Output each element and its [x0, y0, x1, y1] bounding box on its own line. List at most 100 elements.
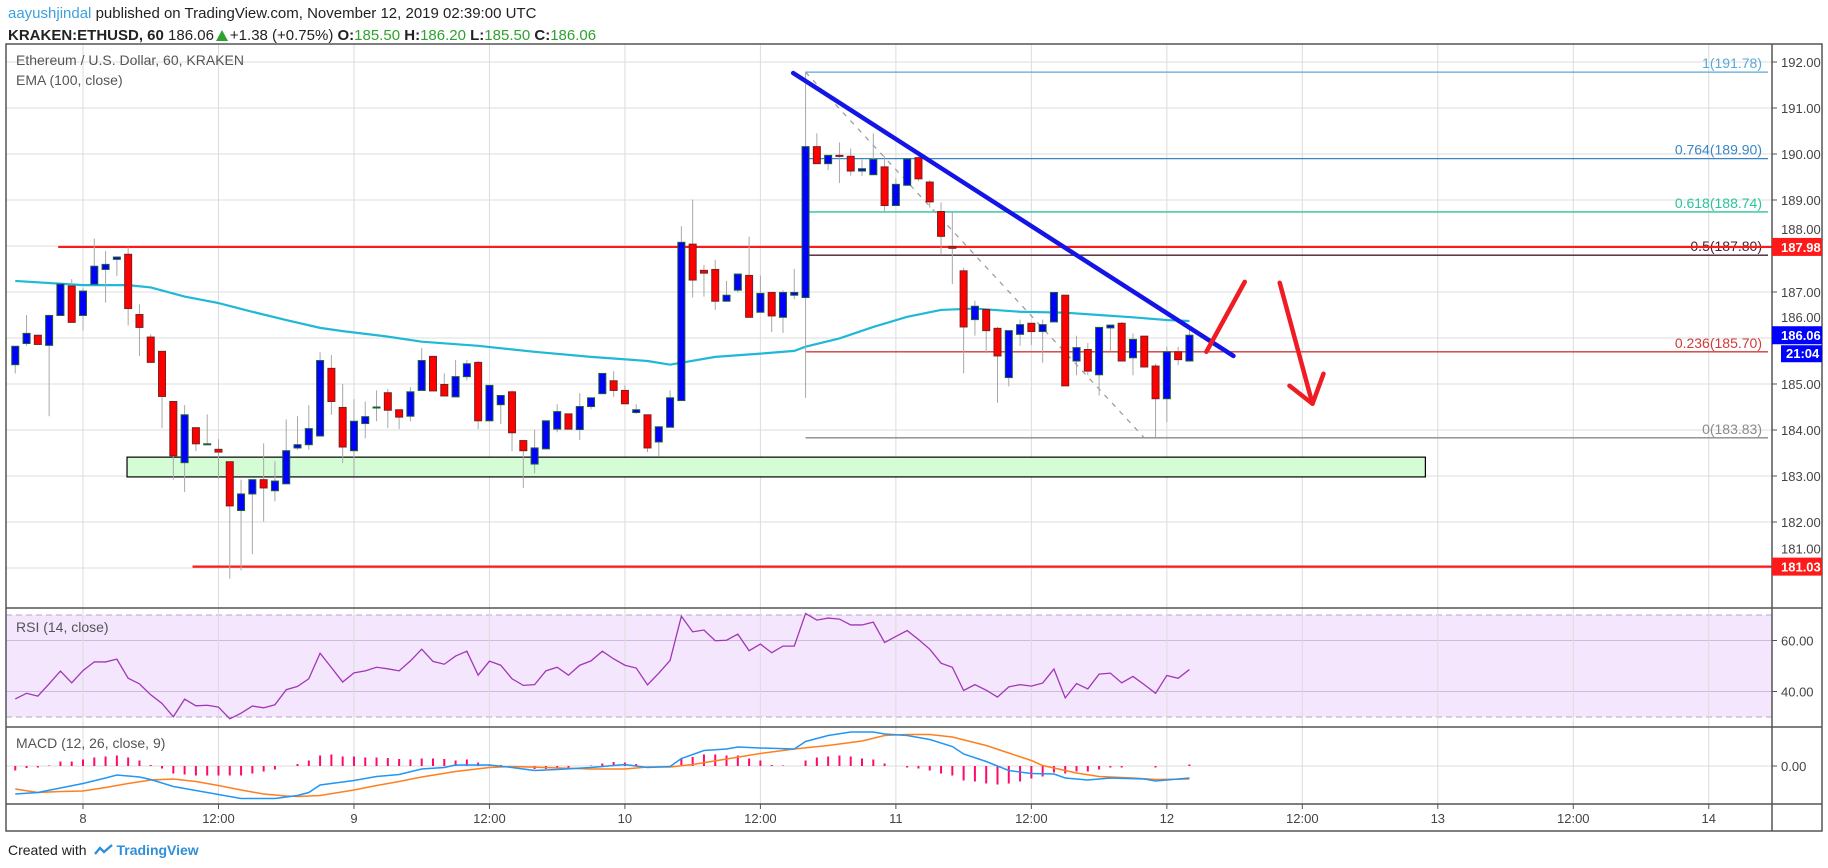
price-tick-label: 181.00: [1781, 542, 1821, 557]
last-price-label: 186.06: [1781, 328, 1821, 343]
price-tick-label: 182.00: [1781, 515, 1821, 530]
candle-down: [383, 392, 392, 411]
candle-up: [45, 314, 54, 346]
candle-up: [237, 493, 246, 512]
candle-down: [643, 414, 652, 449]
footer: Created with TradingView: [8, 842, 199, 858]
candle-up: [112, 256, 121, 260]
arrow-down-head-icon: [1287, 371, 1326, 407]
candle-up: [530, 447, 539, 465]
candle-up: [1185, 334, 1194, 362]
macd-legend: MACD (12, 26, close, 9): [16, 735, 166, 751]
low-value: 185.50: [484, 27, 531, 44]
candle-up: [248, 479, 257, 495]
candle-down: [711, 268, 720, 302]
candle-down: [124, 253, 133, 310]
high-label: H:: [404, 27, 421, 44]
candle-down: [688, 243, 697, 281]
candle-down: [327, 367, 336, 402]
candle-down: [428, 355, 437, 392]
candle-down: [508, 391, 517, 434]
candle-up: [203, 443, 212, 446]
candle-down: [395, 409, 404, 418]
macd-signal-line: [15, 733, 1190, 798]
candle-up: [778, 291, 787, 318]
time-tick-label: 9: [350, 811, 357, 826]
support-zone[interactable]: [126, 456, 1426, 478]
candle-up: [1038, 324, 1047, 333]
fib-level-label: 0.618(188.74): [1675, 195, 1762, 211]
arrow-down-stroke[interactable]: [1277, 280, 1315, 407]
rsi-tick-label: 40.00: [1781, 685, 1814, 700]
fib-level-label: 1(191.78): [1702, 55, 1762, 71]
level-price-badge: [1772, 557, 1822, 576]
candle-down: [745, 274, 754, 318]
time-tick-label: 12: [1160, 811, 1174, 826]
time-tick-label: 12:00: [1286, 811, 1319, 826]
open-label: O:: [337, 27, 355, 44]
candle-down: [338, 406, 347, 448]
candle-up: [496, 395, 505, 406]
trendline[interactable]: [790, 70, 1236, 359]
low-label: L:: [470, 27, 485, 44]
candle-down: [146, 336, 155, 363]
high-value: 186.20: [420, 27, 466, 44]
candle-up: [970, 305, 979, 321]
time-tick-label: 14: [1702, 811, 1716, 826]
open-value: 185.50: [354, 27, 401, 44]
ema-line: [15, 279, 1190, 366]
price-tick-label: 184.00: [1781, 423, 1821, 438]
candle-up: [451, 376, 460, 398]
candle-down: [846, 155, 855, 172]
candle-down: [191, 427, 200, 445]
candle-down: [767, 291, 776, 317]
macd-line: [15, 731, 1190, 800]
tradingview-brand[interactable]: TradingView: [116, 842, 199, 858]
time-tick-label: 12:00: [202, 811, 235, 826]
close-value: 186.06: [550, 27, 597, 44]
candle-up: [11, 345, 20, 366]
fib-level-label: 0.236(185.70): [1675, 335, 1762, 351]
time-tick-label: 10: [618, 811, 632, 826]
price-tick-label: 190.00: [1781, 147, 1821, 162]
candle-down: [1140, 335, 1149, 368]
candle-up: [101, 263, 110, 270]
candle-up: [790, 291, 799, 296]
candle-up: [587, 397, 596, 408]
price-change: +1.38 (+0.75%): [229, 27, 334, 44]
candle-down: [835, 154, 844, 157]
candle-up: [632, 409, 641, 414]
candle-down: [169, 400, 178, 457]
candle-down: [33, 334, 42, 345]
candle-down: [812, 146, 821, 165]
candle-down: [699, 269, 708, 274]
time-tick-label: 13: [1431, 811, 1445, 826]
candle-down: [1083, 349, 1092, 372]
author-link[interactable]: aayushjindal: [8, 5, 92, 22]
candle-up: [891, 183, 900, 207]
candle-down: [948, 245, 957, 249]
candle-down: [982, 308, 991, 332]
price-tick-label: 183.00: [1781, 469, 1821, 484]
rsi-band: [6, 615, 1772, 717]
candle-up: [462, 363, 471, 378]
candle-up: [406, 391, 415, 417]
candle-up: [1128, 338, 1137, 359]
price-tick-label: 192.00: [1781, 55, 1821, 70]
candle-up: [1106, 324, 1115, 329]
candle-up: [316, 360, 325, 437]
candle-up: [361, 416, 370, 425]
countdown-badge: [1781, 345, 1822, 363]
candle-down: [1117, 322, 1126, 362]
candle-up: [801, 146, 810, 299]
arrow-up-stroke[interactable]: [1204, 279, 1247, 355]
candle-up: [575, 406, 584, 431]
candle-down: [135, 314, 144, 328]
time-tick-label: 12:00: [473, 811, 506, 826]
candle-down: [1174, 351, 1183, 361]
close-label: C:: [534, 27, 551, 44]
candle-up: [349, 420, 358, 452]
candle-up: [666, 397, 675, 428]
rsi-line: [14, 612, 1190, 720]
